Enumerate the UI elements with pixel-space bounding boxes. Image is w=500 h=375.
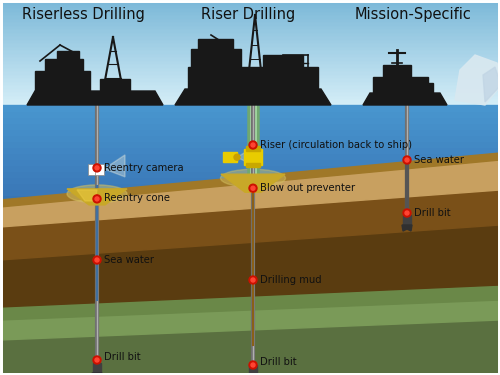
Polygon shape xyxy=(483,67,500,102)
Circle shape xyxy=(93,356,101,364)
Text: Riserless Drilling: Riserless Drilling xyxy=(22,8,144,22)
Text: Reentry camera: Reentry camera xyxy=(104,163,184,173)
Polygon shape xyxy=(0,285,500,320)
Text: Z: Z xyxy=(94,164,98,173)
Circle shape xyxy=(95,258,99,262)
Polygon shape xyxy=(0,300,500,340)
Ellipse shape xyxy=(220,169,286,187)
Bar xyxy=(188,67,318,89)
Text: Reentry cone: Reentry cone xyxy=(104,193,170,203)
FancyBboxPatch shape xyxy=(88,164,104,175)
Polygon shape xyxy=(67,189,127,205)
Text: Riser (circulation back to ship): Riser (circulation back to ship) xyxy=(260,140,412,150)
Circle shape xyxy=(251,363,255,367)
Circle shape xyxy=(405,158,409,162)
Polygon shape xyxy=(455,55,500,105)
Text: Sea water: Sea water xyxy=(104,255,154,265)
Circle shape xyxy=(403,156,411,164)
Bar xyxy=(246,163,260,167)
Text: Drill bit: Drill bit xyxy=(260,357,296,367)
Circle shape xyxy=(95,358,99,362)
Circle shape xyxy=(251,143,255,147)
Circle shape xyxy=(249,276,257,284)
Bar xyxy=(198,39,233,49)
Polygon shape xyxy=(27,91,163,105)
Polygon shape xyxy=(0,160,500,227)
Polygon shape xyxy=(0,153,500,207)
Text: Riser Drilling: Riser Drilling xyxy=(201,8,295,22)
Polygon shape xyxy=(402,225,412,231)
Polygon shape xyxy=(77,190,97,201)
Bar xyxy=(100,79,130,91)
Circle shape xyxy=(249,184,257,192)
Polygon shape xyxy=(237,145,257,167)
Bar xyxy=(263,55,303,67)
Bar xyxy=(45,59,83,71)
Circle shape xyxy=(405,211,409,215)
Polygon shape xyxy=(92,373,102,375)
Bar xyxy=(246,146,260,151)
Circle shape xyxy=(251,186,255,190)
Text: Drill bit: Drill bit xyxy=(414,208,451,218)
Polygon shape xyxy=(0,320,500,375)
Circle shape xyxy=(93,164,101,172)
Bar xyxy=(35,71,90,91)
Circle shape xyxy=(249,361,257,369)
Bar xyxy=(249,365,257,375)
Polygon shape xyxy=(363,93,447,105)
Circle shape xyxy=(234,154,240,160)
Circle shape xyxy=(251,278,255,282)
Text: Drilling mud: Drilling mud xyxy=(260,275,322,285)
Bar xyxy=(223,152,237,162)
Ellipse shape xyxy=(67,185,127,203)
Polygon shape xyxy=(0,225,500,307)
Circle shape xyxy=(95,197,99,201)
Text: Sea water: Sea water xyxy=(414,155,464,165)
Text: Drill bit: Drill bit xyxy=(104,352,141,362)
Bar xyxy=(373,77,428,93)
Polygon shape xyxy=(0,190,500,260)
Bar xyxy=(415,83,433,93)
Circle shape xyxy=(93,195,101,203)
Text: Mission-Specific: Mission-Specific xyxy=(354,8,472,22)
Circle shape xyxy=(95,166,99,170)
Bar xyxy=(93,363,101,373)
Polygon shape xyxy=(221,174,285,192)
Bar xyxy=(244,149,262,165)
Circle shape xyxy=(93,256,101,264)
Bar xyxy=(57,51,79,59)
Circle shape xyxy=(249,141,257,149)
Text: Blow out preventer: Blow out preventer xyxy=(260,183,355,193)
Circle shape xyxy=(403,209,411,217)
Polygon shape xyxy=(175,89,331,105)
Bar xyxy=(403,215,411,225)
Bar xyxy=(383,65,411,77)
Bar xyxy=(191,49,241,67)
Polygon shape xyxy=(104,155,125,177)
